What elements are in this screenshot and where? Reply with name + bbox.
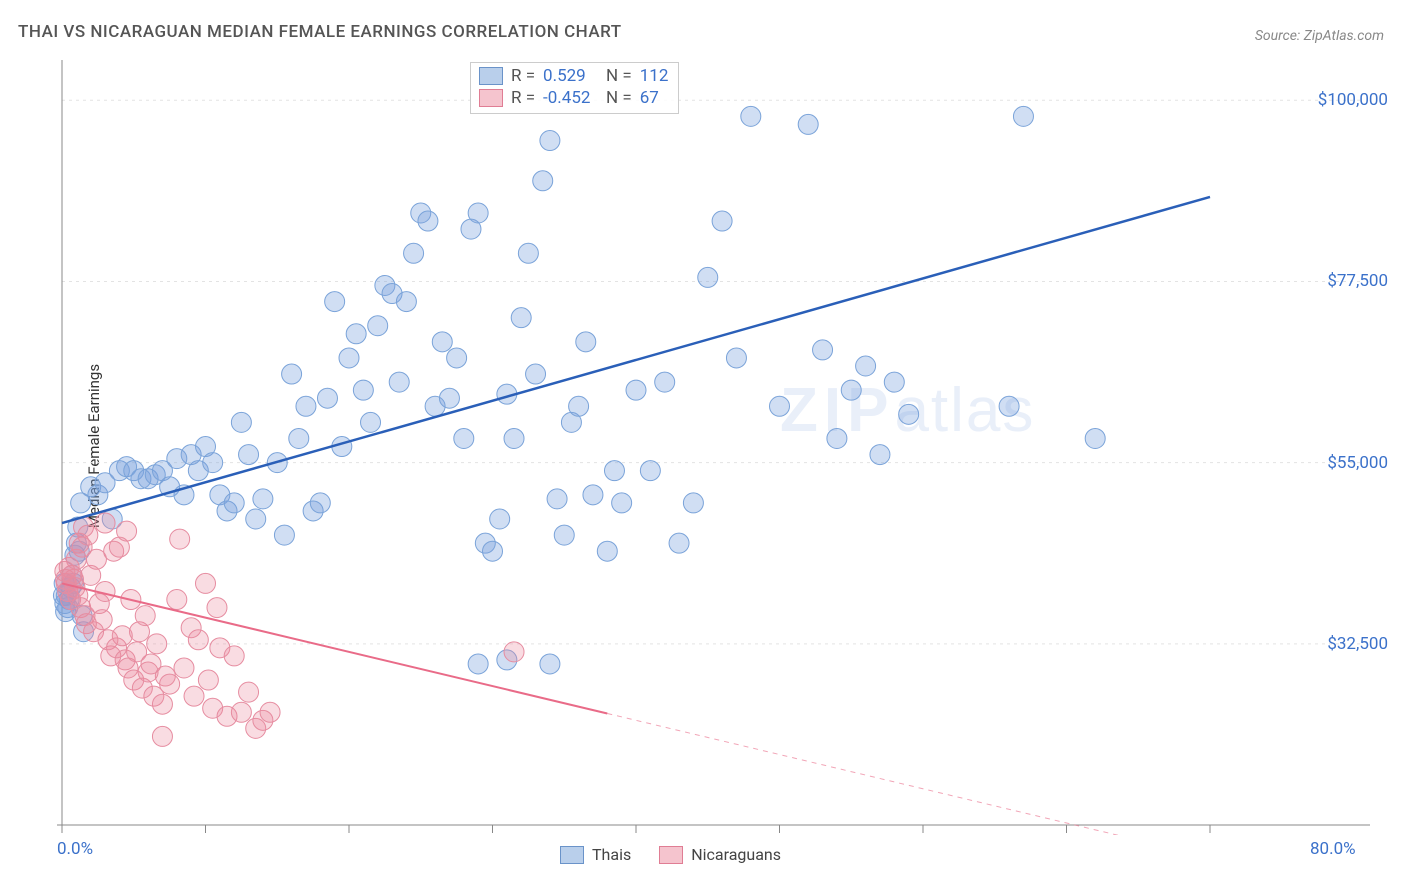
stats-legend-row: R = 0.529 N = 112 [479, 66, 670, 86]
stats-legend: R = 0.529 N = 112 R = -0.452 N = 67 [470, 62, 679, 114]
stats-legend-row: R = -0.452 N = 67 [479, 88, 670, 108]
y-tick-label: $77,500 [1327, 271, 1388, 291]
swatch-icon [560, 846, 584, 864]
y-tick-label: $100,000 [1318, 90, 1388, 110]
series-legend: Thais Nicaraguans [560, 845, 781, 864]
swatch-icon [479, 89, 503, 107]
chart-title: THAI VS NICARAGUAN MEDIAN FEMALE EARNING… [18, 22, 622, 42]
y-tick-label: $32,500 [1327, 634, 1388, 654]
swatch-icon [479, 67, 503, 85]
legend-label: Thais [592, 845, 631, 864]
source-attribution: Source: ZipAtlas.com [1255, 28, 1384, 44]
y-tick-label: $55,000 [1327, 453, 1388, 473]
scatter-plot [50, 55, 1380, 835]
chart-container: THAI VS NICARAGUAN MEDIAN FEMALE EARNING… [0, 0, 1406, 892]
legend-item: Nicaraguans [659, 845, 781, 864]
legend-label: Nicaraguans [691, 845, 781, 864]
x-axis-min-label: 0.0% [57, 839, 93, 859]
legend-item: Thais [560, 845, 631, 864]
swatch-icon [659, 846, 683, 864]
x-axis-max-label: 80.0% [1310, 839, 1356, 859]
